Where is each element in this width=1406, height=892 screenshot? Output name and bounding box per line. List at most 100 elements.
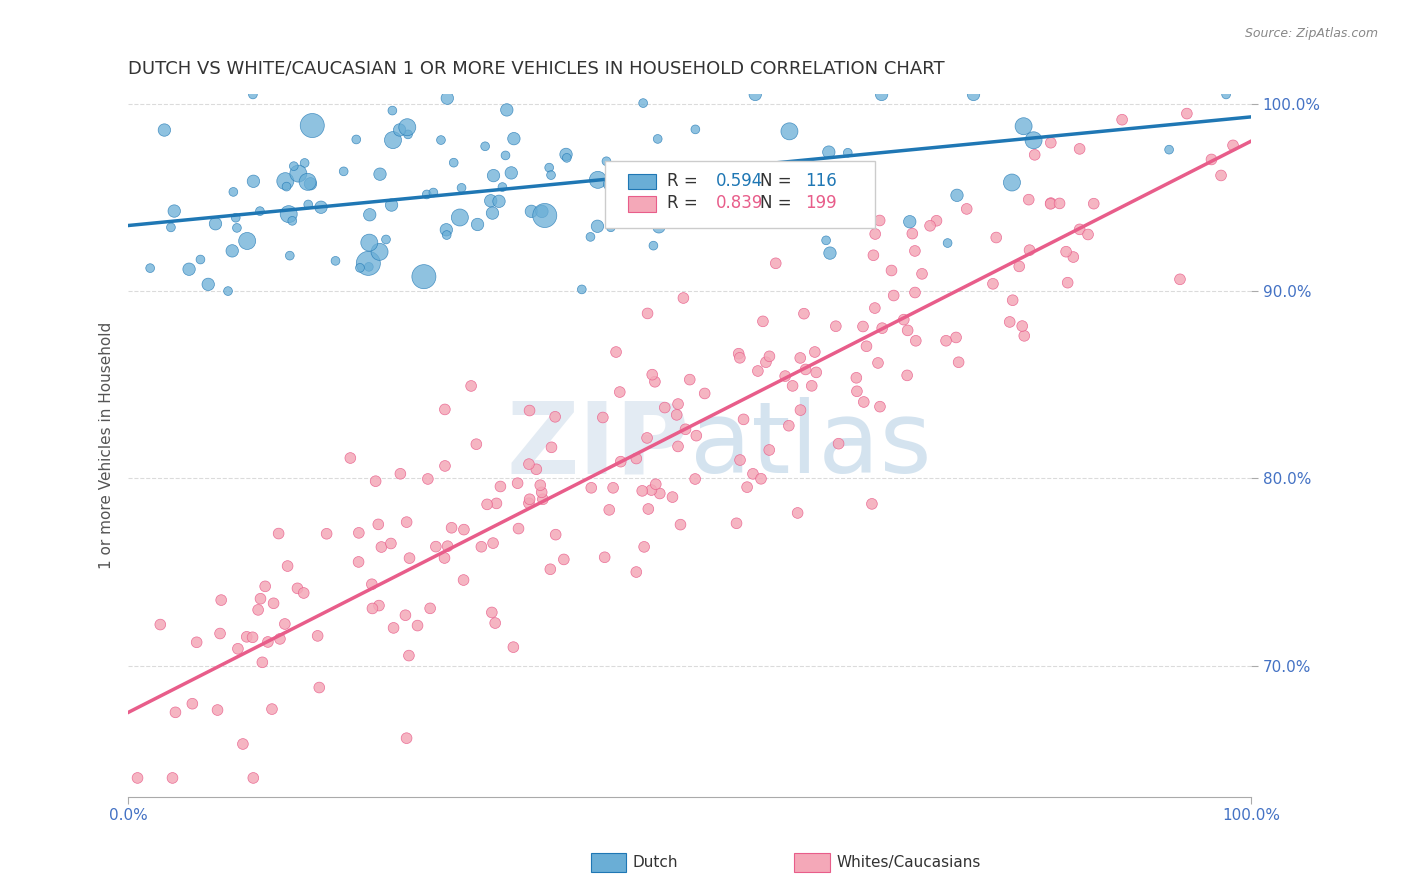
Point: [664, 186, 686, 201]
Point: [396, 120, 419, 135]
Point: [294, 156, 316, 170]
Point: [1039, 196, 1062, 211]
Point: [281, 214, 304, 228]
Point: [430, 133, 453, 147]
Point: [287, 167, 309, 181]
Point: [204, 217, 226, 231]
Point: [177, 262, 200, 277]
Point: [669, 517, 692, 532]
Point: [820, 216, 842, 230]
Point: [827, 436, 849, 450]
Point: [163, 204, 186, 219]
Point: [209, 593, 232, 607]
Point: [292, 586, 315, 600]
Text: ZIP: ZIP: [506, 397, 689, 494]
Point: [633, 540, 655, 554]
Point: [485, 496, 508, 510]
Point: [696, 211, 718, 225]
Point: [662, 202, 685, 217]
Point: [609, 455, 631, 469]
Point: [1083, 196, 1105, 211]
Point: [893, 312, 915, 326]
Point: [1168, 272, 1191, 286]
Point: [517, 457, 540, 471]
Point: [440, 521, 463, 535]
Point: [544, 527, 567, 541]
Point: [221, 244, 243, 258]
Point: [283, 159, 305, 173]
Point: [481, 206, 503, 220]
Point: [685, 122, 707, 136]
Point: [540, 440, 562, 454]
Point: [1077, 227, 1099, 242]
Point: [149, 617, 172, 632]
Point: [274, 617, 297, 632]
Point: [747, 364, 769, 378]
Point: [165, 706, 187, 720]
Point: [453, 523, 475, 537]
Point: [855, 166, 877, 180]
Point: [344, 132, 367, 146]
Point: [260, 702, 283, 716]
Point: [688, 175, 710, 189]
Point: [883, 288, 905, 302]
Point: [778, 418, 800, 433]
Point: [419, 601, 441, 615]
Point: [465, 437, 488, 451]
Point: [367, 517, 389, 532]
Point: [863, 301, 886, 315]
Point: [460, 379, 482, 393]
Point: [287, 582, 309, 596]
Point: [297, 197, 319, 211]
Point: [524, 462, 547, 476]
Point: [626, 451, 648, 466]
Point: [638, 169, 661, 184]
Point: [765, 256, 787, 270]
Point: [981, 277, 1004, 291]
Point: [901, 227, 924, 241]
Point: [339, 450, 361, 465]
Point: [242, 771, 264, 785]
Point: [581, 481, 603, 495]
Point: [762, 159, 785, 173]
Point: [644, 375, 666, 389]
Point: [678, 194, 700, 209]
Point: [127, 771, 149, 785]
Point: [1049, 196, 1071, 211]
Point: [866, 356, 889, 370]
Point: [381, 103, 404, 118]
Point: [433, 551, 456, 566]
Point: [519, 403, 541, 417]
Point: [817, 145, 839, 160]
Point: [688, 191, 710, 205]
Point: [599, 178, 621, 192]
Point: [862, 248, 884, 262]
Point: [267, 526, 290, 541]
Point: [870, 87, 893, 102]
Point: [1222, 138, 1244, 153]
Point: [935, 334, 957, 348]
Point: [395, 731, 418, 746]
Point: [571, 282, 593, 296]
Point: [359, 235, 381, 250]
Point: [453, 573, 475, 587]
Point: [789, 403, 811, 417]
Point: [332, 164, 354, 178]
Point: [368, 599, 391, 613]
Point: [520, 204, 543, 219]
Point: [375, 232, 398, 246]
Point: [364, 474, 387, 488]
Point: [433, 402, 456, 417]
Point: [242, 87, 264, 102]
Point: [533, 209, 555, 223]
Point: [898, 215, 921, 229]
Point: [357, 260, 380, 274]
Text: Dutch: Dutch: [633, 855, 678, 870]
Point: [347, 555, 370, 569]
Point: [309, 200, 332, 214]
Point: [297, 175, 319, 189]
Point: [276, 179, 298, 194]
Point: [845, 371, 868, 385]
Point: [631, 96, 654, 111]
Point: [359, 208, 381, 222]
